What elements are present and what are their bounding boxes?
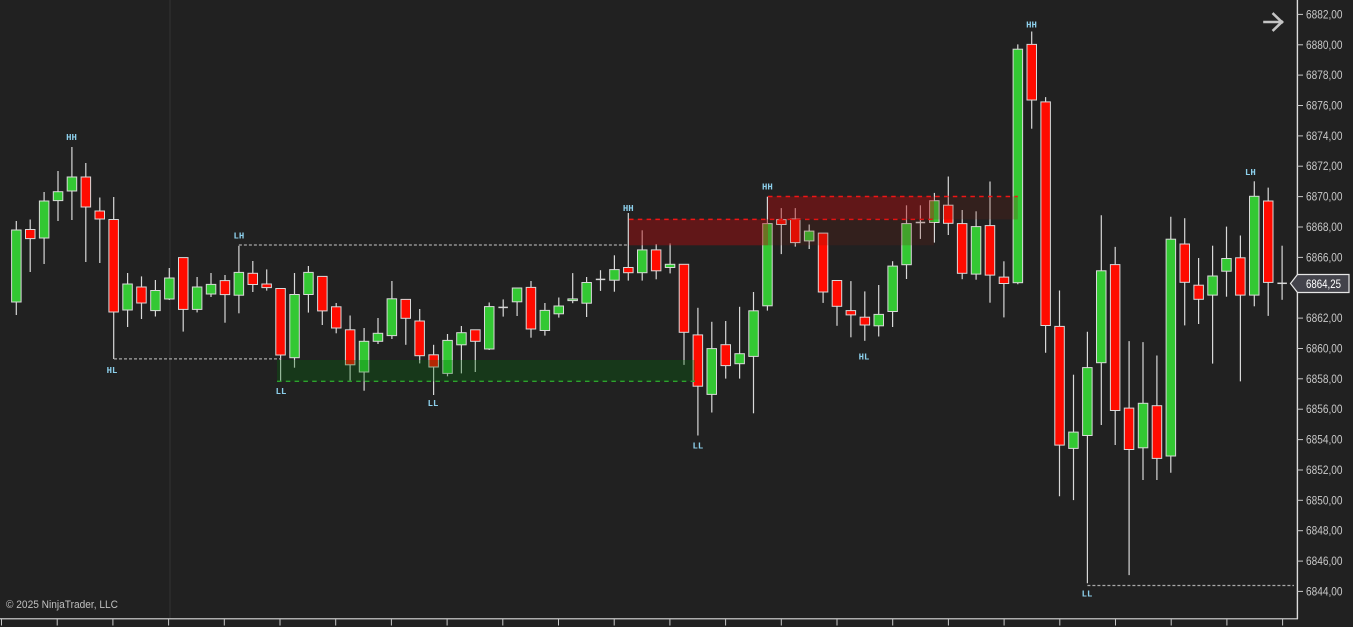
svg-text:HH: HH bbox=[1026, 21, 1037, 31]
svg-text:6852,00: 6852,00 bbox=[1306, 463, 1343, 477]
svg-text:6862,00: 6862,00 bbox=[1306, 311, 1343, 325]
svg-text:6874,00: 6874,00 bbox=[1306, 129, 1343, 143]
svg-text:HH: HH bbox=[623, 204, 634, 214]
svg-text:6876,00: 6876,00 bbox=[1306, 99, 1343, 113]
svg-text:LL: LL bbox=[428, 399, 439, 409]
svg-text:LL: LL bbox=[276, 387, 287, 397]
svg-text:6878,00: 6878,00 bbox=[1306, 68, 1343, 82]
svg-text:LL: LL bbox=[1082, 590, 1093, 600]
svg-text:6864,25: 6864,25 bbox=[1306, 277, 1341, 291]
svg-text:LH: LH bbox=[1245, 168, 1256, 178]
svg-text:6858,00: 6858,00 bbox=[1306, 372, 1343, 386]
svg-text:LH: LH bbox=[233, 231, 244, 241]
svg-text:HH: HH bbox=[66, 133, 77, 143]
svg-text:6870,00: 6870,00 bbox=[1306, 190, 1343, 204]
svg-text:6872,00: 6872,00 bbox=[1306, 159, 1343, 173]
svg-text:6880,00: 6880,00 bbox=[1306, 38, 1343, 52]
svg-text:6846,00: 6846,00 bbox=[1306, 554, 1343, 568]
svg-text:6882,00: 6882,00 bbox=[1306, 7, 1343, 21]
svg-text:6868,00: 6868,00 bbox=[1306, 220, 1343, 234]
svg-text:HL: HL bbox=[107, 366, 118, 376]
svg-text:LL: LL bbox=[692, 442, 703, 452]
svg-text:6854,00: 6854,00 bbox=[1306, 433, 1343, 447]
svg-text:6850,00: 6850,00 bbox=[1306, 493, 1343, 507]
svg-text:6848,00: 6848,00 bbox=[1306, 524, 1343, 538]
svg-text:6860,00: 6860,00 bbox=[1306, 342, 1343, 356]
svg-text:6844,00: 6844,00 bbox=[1306, 584, 1343, 598]
svg-text:HL: HL bbox=[859, 352, 870, 362]
svg-text:6856,00: 6856,00 bbox=[1306, 402, 1343, 416]
svg-text:© 2025 NinjaTrader, LLC: © 2025 NinjaTrader, LLC bbox=[6, 599, 118, 611]
svg-text:HH: HH bbox=[762, 183, 773, 193]
svg-text:6866,00: 6866,00 bbox=[1306, 250, 1343, 264]
